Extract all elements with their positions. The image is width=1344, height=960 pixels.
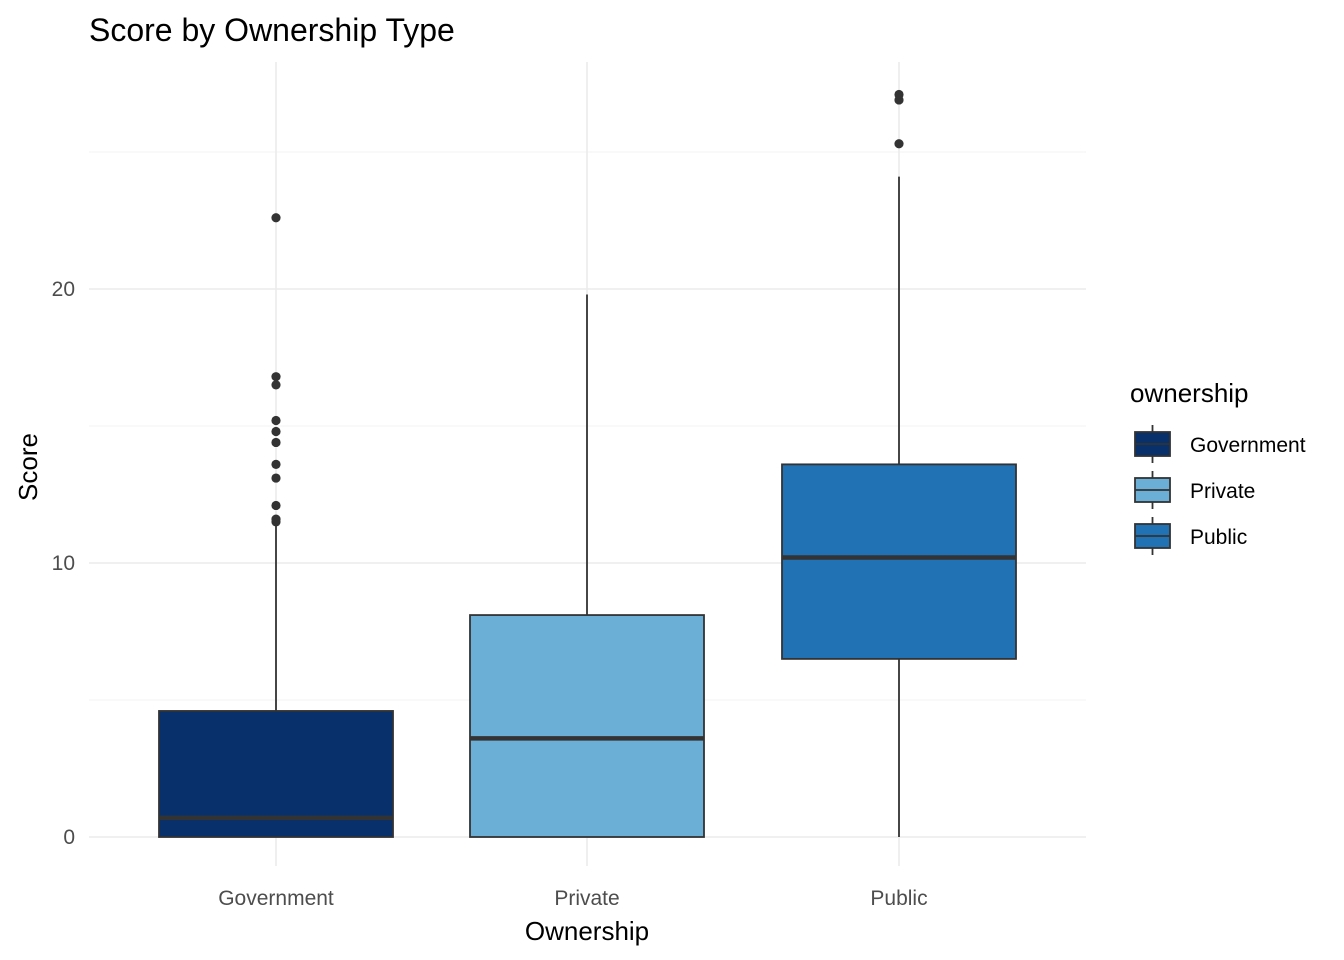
outlier-point: [271, 473, 281, 483]
outlier-point: [271, 213, 281, 223]
axis-layer: 0 10 20 Government Private Public: [52, 278, 928, 910]
outlier-point: [271, 459, 281, 469]
outlier-point: [271, 372, 281, 382]
outlier-point: [271, 500, 281, 511]
outlier-point: [271, 426, 281, 437]
y-tick-label: 10: [52, 552, 75, 575]
box-layer: [158, 89, 1017, 838]
legend-item-public: Public: [1134, 517, 1247, 555]
y-axis-title: Score: [13, 433, 43, 501]
legend-item-government: Government: [1134, 425, 1306, 463]
outlier-point: [271, 380, 281, 390]
legend: ownership Government Private Public: [1130, 378, 1306, 555]
outlier-point: [894, 139, 904, 149]
legend-title: ownership: [1130, 378, 1249, 408]
x-tick-label: Private: [554, 887, 619, 910]
outlier-point: [894, 89, 904, 100]
legend-label: Government: [1190, 434, 1306, 457]
box-public: [781, 89, 1017, 837]
outlier-point: [271, 437, 281, 448]
iqr-box: [469, 614, 705, 838]
y-tick-label: 20: [52, 278, 75, 301]
x-axis-title: Ownership: [525, 916, 649, 946]
legend-label: Public: [1190, 526, 1247, 549]
box-government: [158, 213, 394, 838]
outlier-point: [271, 514, 281, 524]
x-tick-label: Government: [218, 887, 334, 910]
x-tick-label: Public: [870, 887, 927, 910]
y-tick-label: 0: [63, 826, 75, 849]
outlier-point: [271, 415, 281, 426]
box-private: [469, 294, 705, 838]
legend-item-private: Private: [1134, 471, 1255, 509]
iqr-box: [781, 463, 1017, 660]
chart-title: Score by Ownership Type: [89, 12, 455, 48]
legend-label: Private: [1190, 480, 1255, 503]
